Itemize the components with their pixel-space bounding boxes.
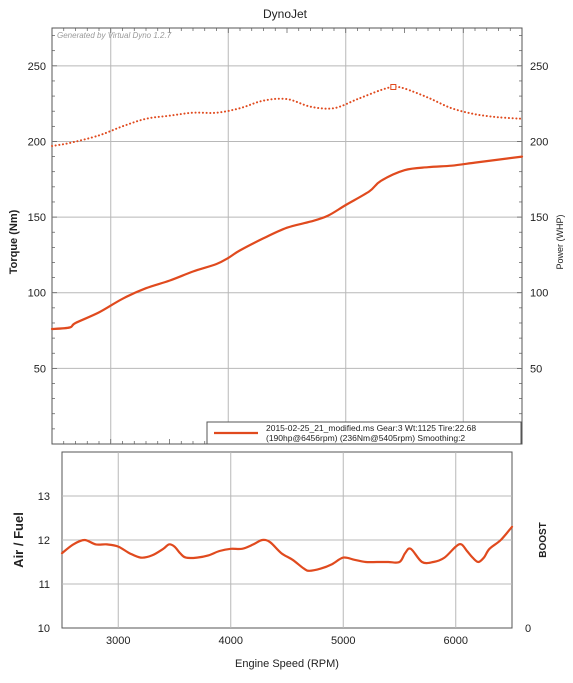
- boost-axis-label: BOOST: [538, 522, 549, 558]
- torque-axis-label: Torque (Nm): [8, 209, 20, 274]
- air-fuel-tick-label: 11: [39, 579, 50, 591]
- torque-tick-label: 200: [28, 136, 46, 148]
- peak-power-marker: [390, 83, 397, 90]
- air-fuel-tick-label: 13: [38, 491, 50, 503]
- power-tick-label: 250: [530, 61, 548, 73]
- air-fuel-tick-label: 10: [38, 623, 50, 635]
- torque-power-tick-labels: 50 100 150 200 250 50 100 150 200 250: [28, 61, 549, 376]
- torque-tick-label: 50: [34, 363, 46, 375]
- power-tick-label: 50: [530, 363, 542, 375]
- legend-line-1: 2015-02-25_21_modified.ms Gear:3 Wt:1125…: [266, 423, 476, 433]
- torque-line: [50, 155, 524, 331]
- afr-line: [60, 525, 514, 572]
- rpm-tick-label: 4000: [219, 635, 243, 647]
- power-axis-label: Power (WHP): [555, 214, 565, 269]
- torque-power-series: [50, 83, 524, 331]
- power-line: [51, 85, 523, 147]
- air-fuel-series: [60, 525, 514, 572]
- torque-power-plot-area: [51, 27, 523, 445]
- x-axis-label: Engine Speed (RPM): [235, 658, 339, 670]
- chart-title: DynoJet: [263, 7, 308, 21]
- torque-power-gridlines: [52, 28, 522, 444]
- air-fuel-tick-labels: 3000 4000 5000 6000 10 11 12 13 0: [38, 491, 531, 647]
- boost-tick-label: 0: [525, 623, 531, 635]
- torque-tick-label: 250: [28, 61, 46, 73]
- torque-tick-label: 100: [28, 288, 46, 300]
- legend-box: [206, 421, 522, 445]
- power-tick-label: 100: [530, 288, 548, 300]
- air-fuel-gridlines: [62, 452, 512, 628]
- legend: 2015-02-25_21_modified.ms Gear:3 Wt:1125…: [206, 421, 522, 445]
- air-fuel-tick-label: 12: [38, 535, 50, 547]
- watermark-text: Generated by Virtual Dyno 1.2.7: [57, 31, 172, 40]
- rpm-tick-label: 5000: [331, 635, 355, 647]
- power-tick-label: 200: [530, 136, 548, 148]
- air-fuel-axis-label: Air / Fuel: [11, 512, 26, 568]
- power-tick-label: 150: [530, 212, 548, 224]
- torque-tick-label: 150: [28, 212, 46, 224]
- rpm-tick-label: 6000: [444, 635, 468, 647]
- legend-line-2: (190hp@6456rpm) (236Nm@5405rpm) Smoothin…: [266, 433, 465, 443]
- rpm-tick-label: 3000: [106, 635, 130, 647]
- torque-power-tick-marks: [51, 28, 523, 444]
